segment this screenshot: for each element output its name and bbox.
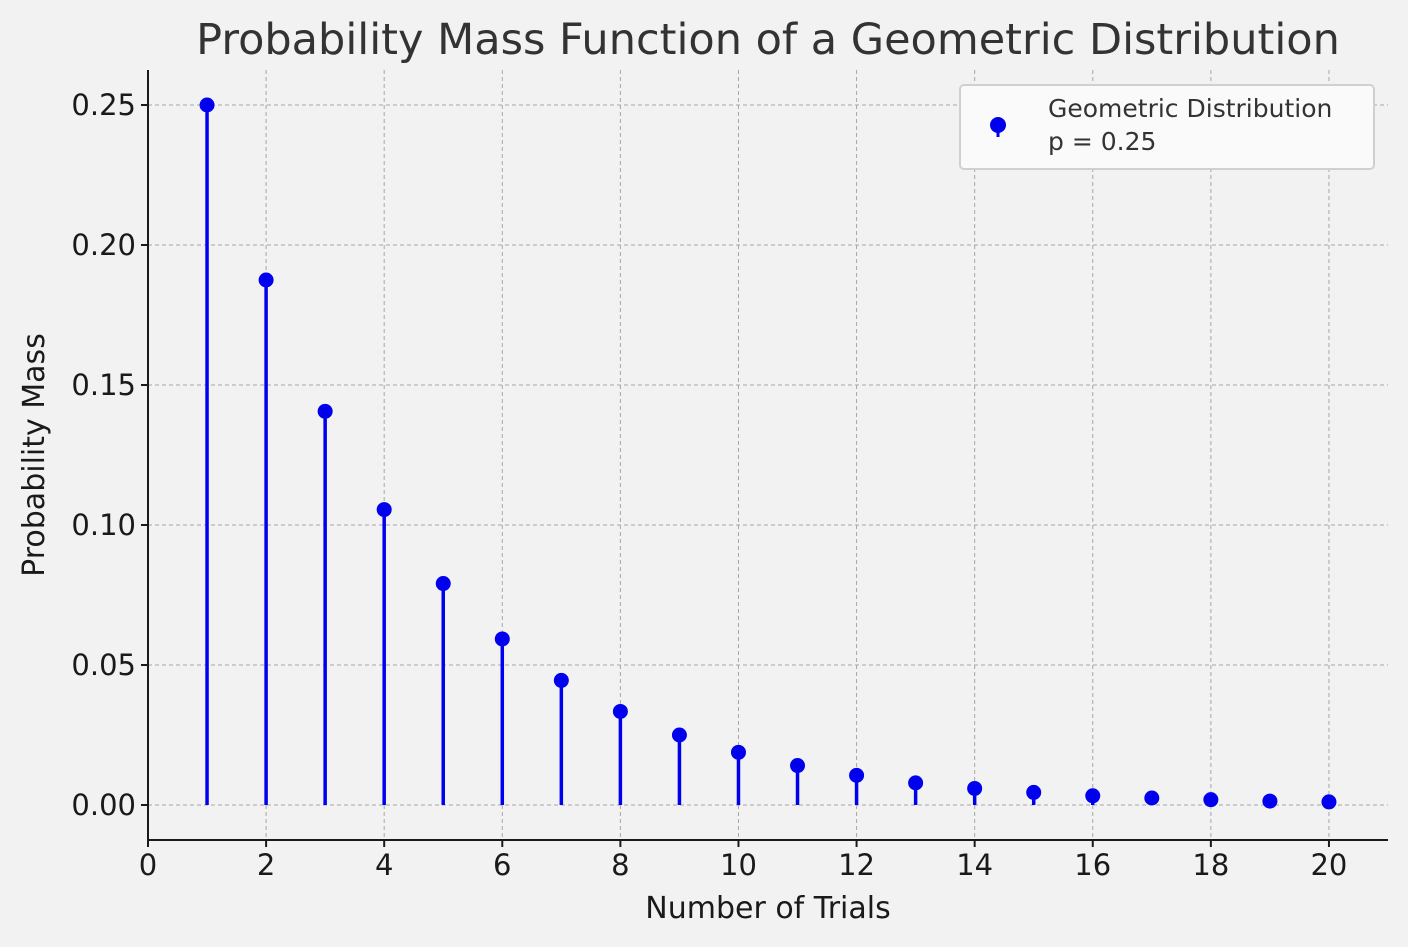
stem-marker xyxy=(258,272,274,288)
x-tick-label: 16 xyxy=(1074,848,1111,882)
x-tick-label: 14 xyxy=(956,848,993,882)
stem-marker xyxy=(1144,790,1160,806)
stem-marker xyxy=(376,502,392,518)
stem-marker xyxy=(967,780,983,796)
stem-marker xyxy=(671,727,687,743)
stem-marker xyxy=(1026,784,1042,800)
stem-marker xyxy=(790,758,806,774)
stem-marker xyxy=(1085,788,1101,804)
chart-title: Probability Mass Function of a Geometric… xyxy=(196,15,1340,65)
x-tick-label: 18 xyxy=(1192,848,1229,882)
stem-marker xyxy=(730,744,746,760)
x-tick-label: 20 xyxy=(1310,848,1347,882)
stem-marker xyxy=(199,97,215,113)
stem-marker xyxy=(1203,792,1219,808)
y-tick-label: 0.05 xyxy=(71,648,136,682)
stem-marker xyxy=(1321,794,1337,810)
y-tick-label: 0.00 xyxy=(71,788,136,822)
x-tick-label: 12 xyxy=(838,848,875,882)
ticks: 0 2 4 6 8 10 12 14 16 18 20 0.00 0.05 0.10 0.15 0.20 0.2… xyxy=(71,88,1347,882)
stem-marker xyxy=(317,403,333,419)
stem-marker xyxy=(435,576,451,592)
y-tick-label: 0.25 xyxy=(71,88,136,122)
legend-point-marker xyxy=(990,117,1006,133)
legend: Geometric Distribution p = 0.25 xyxy=(959,84,1375,170)
stem-marker xyxy=(908,775,924,791)
x-tick-label: 0 xyxy=(139,848,157,882)
legend-series-name: Geometric Distribution xyxy=(1048,94,1332,123)
y-tick-label: 0.20 xyxy=(71,228,136,262)
stem-marker xyxy=(553,672,569,688)
x-tick-label: 8 xyxy=(611,848,629,882)
stem-marker xyxy=(849,767,865,783)
stem-marker xyxy=(494,631,510,647)
x-tick-label: 6 xyxy=(493,848,511,882)
axes xyxy=(147,70,1388,841)
grid xyxy=(147,70,1388,840)
x-tick-label: 4 xyxy=(375,848,393,882)
y-tick-label: 0.10 xyxy=(71,508,136,542)
stem-marker xyxy=(612,703,628,719)
y-tick-label: 0.15 xyxy=(71,368,136,402)
x-tick-label: 2 xyxy=(257,848,275,882)
stem-marker xyxy=(1262,793,1278,809)
legend-parameter-label: p = 0.25 xyxy=(1048,127,1156,156)
y-axis-label: Probability Mass xyxy=(17,333,52,577)
stems xyxy=(199,97,1337,810)
x-tick-label: 10 xyxy=(720,848,757,882)
x-axis-label: Number of Trials xyxy=(645,891,890,926)
legend-box xyxy=(959,84,1375,170)
